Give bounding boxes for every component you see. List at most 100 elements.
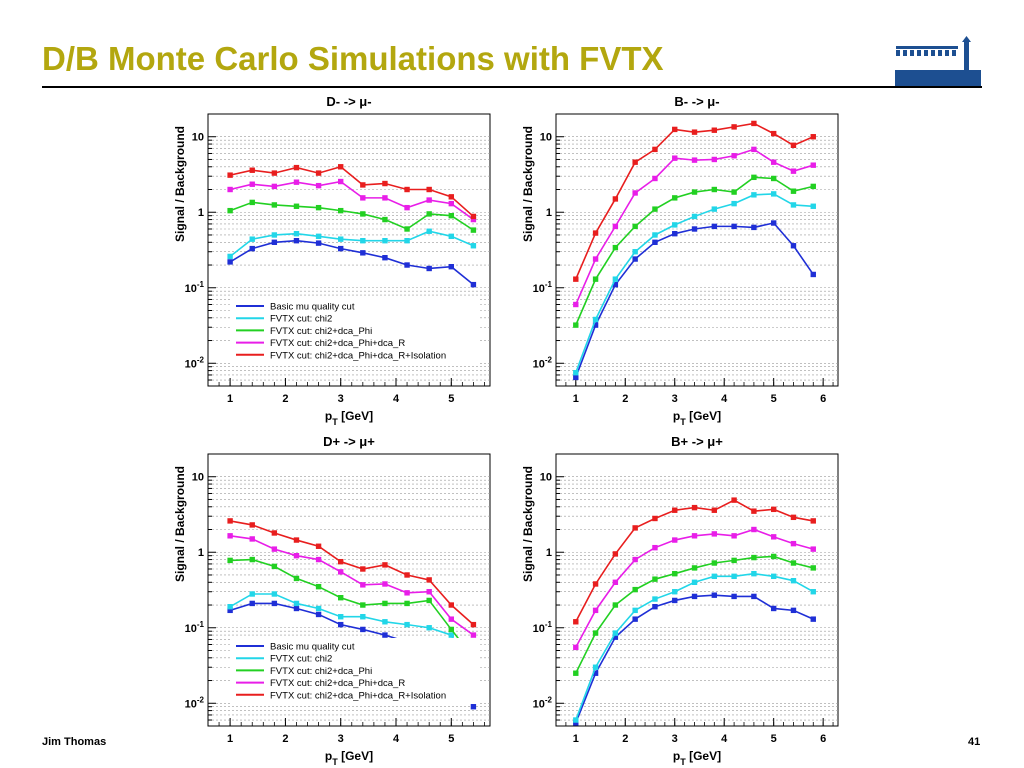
series-line	[229, 520, 474, 626]
data-point	[592, 276, 599, 282]
data-point	[751, 508, 757, 514]
data-point	[227, 533, 233, 539]
legend-label: FVTX cut: chi2	[270, 654, 332, 665]
data-point	[672, 155, 678, 161]
chart-title: D+ -> μ+	[323, 434, 375, 449]
data-point	[731, 153, 737, 159]
data-point	[770, 506, 777, 513]
data-point	[592, 664, 599, 670]
data-point	[731, 593, 737, 600]
data-point	[770, 553, 777, 560]
data-point	[426, 186, 432, 193]
legend-label: Basic mu quality cut	[270, 302, 355, 313]
chart-title: B+ -> μ+	[671, 434, 723, 449]
x-tick-label: 4	[721, 733, 728, 745]
slide-title: D/B Monte Carlo Simulations with FVTX	[42, 40, 664, 77]
page-number: 41	[968, 736, 981, 748]
legend-box	[230, 298, 480, 364]
data-point	[360, 211, 366, 217]
data-point	[404, 572, 410, 578]
data-point	[711, 573, 718, 580]
data-point	[448, 194, 454, 200]
data-point	[751, 554, 757, 561]
data-point	[711, 206, 718, 212]
data-point	[790, 202, 797, 208]
data-point	[632, 616, 638, 622]
data-point	[711, 592, 718, 598]
data-point	[790, 243, 797, 249]
x-axis-label: pT [GeV]	[673, 749, 721, 767]
x-tick-label: 2	[622, 733, 628, 745]
data-point	[612, 579, 619, 585]
data-point	[731, 533, 737, 539]
y-tick-label: 10-1	[533, 280, 553, 295]
data-point	[691, 533, 698, 539]
data-point	[360, 237, 366, 244]
data-point	[227, 518, 233, 524]
data-point	[751, 224, 757, 231]
data-point	[632, 190, 638, 196]
data-point	[227, 557, 233, 564]
y-tick-label: 1	[198, 547, 204, 559]
data-point	[751, 174, 757, 181]
data-point	[573, 276, 579, 282]
legend-label: FVTX cut: chi2+dca_Phi+dca_R+Isolation	[270, 690, 446, 701]
series-line	[229, 239, 474, 286]
data-point	[691, 226, 698, 232]
data-point	[382, 216, 388, 223]
data-point	[751, 526, 757, 533]
data-point	[227, 253, 233, 260]
data-point	[448, 200, 454, 207]
data-point	[315, 611, 322, 618]
data-point	[612, 276, 619, 282]
data-point	[770, 605, 777, 612]
data-point	[810, 565, 816, 571]
chart-b-minus: 1 2 3 4 5 6 10-2 10-1 1 10 B- -> μ- Signal / Backgr…	[508, 92, 844, 427]
x-tick-label: 2	[622, 393, 628, 405]
x-tick-label: 3	[672, 733, 678, 745]
data-point	[632, 556, 638, 563]
data-point	[573, 717, 579, 723]
title-divider	[42, 86, 982, 88]
data-point	[711, 127, 718, 133]
legend-label: FVTX cut: chi2+dca_Phi+dca_R+Isolation	[270, 350, 446, 361]
series-line	[230, 558, 475, 659]
y-axis-label: Signal / Background	[173, 466, 187, 582]
data-point	[426, 265, 432, 272]
data-point	[271, 202, 278, 208]
x-axis-label: pT [GeV]	[325, 409, 373, 427]
data-point	[691, 504, 698, 511]
data-point	[249, 522, 255, 528]
series-line	[229, 180, 474, 221]
series-line	[229, 230, 474, 258]
data-point	[315, 583, 322, 590]
data-point	[293, 605, 300, 612]
x-tick-label: 5	[448, 733, 454, 745]
data-point	[810, 589, 816, 595]
data-point	[249, 236, 255, 242]
data-point	[249, 199, 255, 206]
data-point	[691, 129, 698, 135]
y-tick-label: 10	[540, 132, 552, 144]
y-tick-label: 1	[198, 207, 204, 219]
legend-label: FVTX cut: chi2+dca_Phi	[270, 666, 372, 677]
berkeley-lab-logo	[892, 36, 984, 90]
data-point	[790, 607, 797, 614]
data-point	[470, 213, 477, 220]
data-point	[672, 570, 678, 577]
data-point	[770, 220, 777, 226]
chart-title: B- -> μ-	[674, 94, 719, 109]
data-point	[360, 195, 366, 201]
data-point	[751, 120, 757, 127]
data-point	[592, 316, 599, 323]
data-point	[652, 175, 658, 182]
data-point	[573, 301, 579, 308]
data-point	[810, 518, 816, 524]
y-tick-label: 10	[540, 472, 552, 484]
data-point	[751, 146, 757, 153]
data-point	[227, 172, 233, 178]
data-point	[426, 589, 432, 595]
data-point	[672, 195, 678, 201]
data-point	[249, 245, 255, 252]
data-point	[672, 537, 678, 543]
